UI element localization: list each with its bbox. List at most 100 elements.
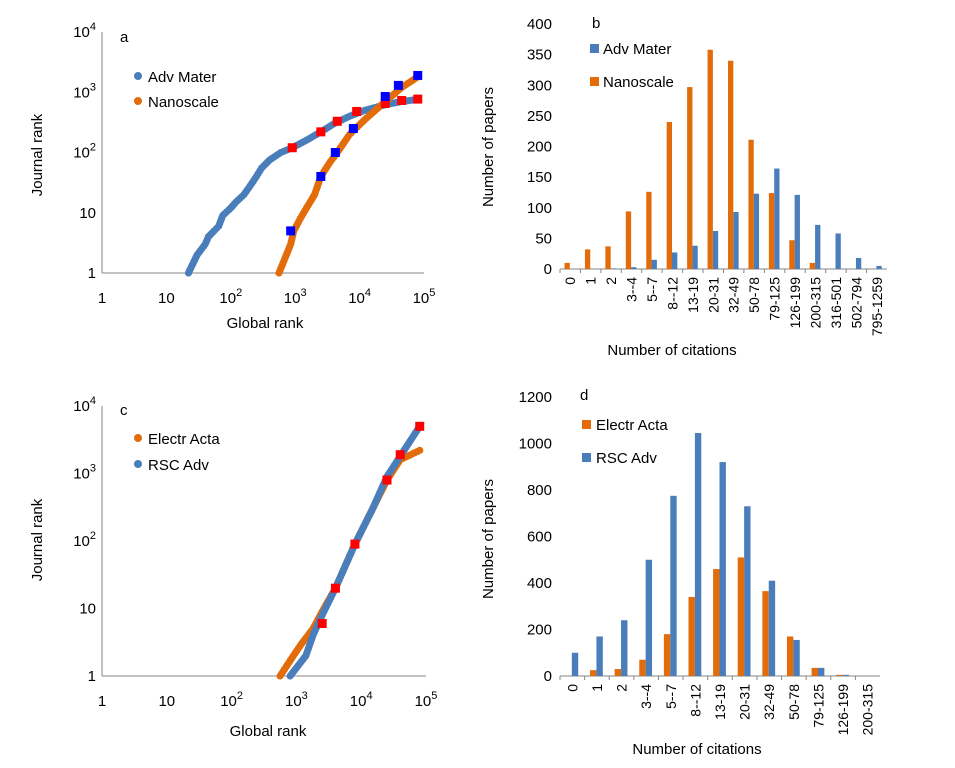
x-tick-label: 5--7 xyxy=(663,684,679,709)
bar xyxy=(876,265,882,269)
bar xyxy=(842,674,849,676)
highlight-marker xyxy=(316,127,326,137)
bar xyxy=(596,636,603,676)
y-tick-label: 100 xyxy=(527,200,552,217)
x-tick-label: 1 xyxy=(583,277,599,285)
bar xyxy=(639,659,646,676)
x-tick-label: 126-199 xyxy=(787,277,803,329)
legend-label-electr-acta: Electr Acta xyxy=(148,431,220,448)
highlight-marker xyxy=(317,618,327,628)
x-tick-label: 79-125 xyxy=(810,684,826,728)
bar xyxy=(753,193,760,269)
bar xyxy=(733,212,739,269)
panel-c: 1 10 102 103 104 105 1 10 102 103 104 c Global ran… xyxy=(29,395,437,740)
data-point xyxy=(416,446,424,454)
y-tick-label: 103 xyxy=(73,81,96,101)
panel-a-ylabel: Journal rank xyxy=(29,113,46,196)
legend-label-nanoscale: Nanoscale xyxy=(603,74,674,91)
panel-b-xlabel: Number of citations xyxy=(607,342,736,359)
panel-d-xlabel: Number of citations xyxy=(632,741,761,758)
highlight-marker xyxy=(286,226,296,236)
highlight-marker xyxy=(395,450,405,460)
highlight-marker xyxy=(382,475,392,485)
y-tick-label: 102 xyxy=(73,530,96,550)
x-tick-label: 103 xyxy=(285,690,308,710)
x-tick-label: 50-78 xyxy=(746,277,762,313)
bar xyxy=(789,240,795,269)
x-tick-label: 0 xyxy=(562,277,578,285)
x-tick-label: 13-19 xyxy=(712,684,728,720)
y-tick-label: 50 xyxy=(535,230,552,247)
highlight-marker xyxy=(348,124,358,134)
bar xyxy=(774,168,780,269)
x-tick-label: 13-19 xyxy=(685,277,701,313)
bar xyxy=(590,670,597,676)
y-tick-label: 800 xyxy=(527,482,552,499)
legend-label-rsc-adv: RSC Adv xyxy=(148,457,209,474)
highlight-marker xyxy=(350,539,360,549)
x-tick-label: 1 xyxy=(98,290,106,307)
bar xyxy=(564,262,570,269)
bar xyxy=(610,268,616,269)
y-tick-label: 200 xyxy=(527,139,552,156)
x-tick-label: 104 xyxy=(348,287,371,307)
y-tick-label: 150 xyxy=(527,169,552,186)
panel-b-legend: Adv Mater Nanoscale xyxy=(590,41,674,91)
x-tick-label: 20-31 xyxy=(737,684,753,720)
highlight-marker xyxy=(393,80,403,90)
highlight-marker xyxy=(330,148,340,157)
bar xyxy=(646,191,652,269)
panel-c-xlabel: Global rank xyxy=(230,723,307,740)
bar xyxy=(855,257,862,269)
bar xyxy=(621,620,628,676)
legend-label-nanoscale: Nanoscale xyxy=(148,94,219,111)
bar xyxy=(692,245,698,269)
panel-d-ylabel: Number of papers xyxy=(480,479,497,599)
y-tick-label: 1000 xyxy=(519,436,552,453)
highlight-marker xyxy=(415,421,425,431)
bar xyxy=(651,259,657,269)
panel-c-label: c xyxy=(120,402,128,419)
y-tick-label: 400 xyxy=(527,16,552,33)
bar xyxy=(670,495,677,676)
highlight-marker xyxy=(380,92,390,102)
panel-d: 0 200 400 600 800 1000 1200 0 1 2 3--4 5--7 8--12 13-… xyxy=(480,387,880,758)
y-tick-label: 400 xyxy=(527,575,552,592)
x-tick-label: 105 xyxy=(415,690,438,710)
y-tick-label: 1200 xyxy=(519,389,552,406)
legend-label-electr-acta: Electr Acta xyxy=(596,417,668,434)
highlight-marker xyxy=(287,143,297,153)
x-tick-label: 20-31 xyxy=(705,277,721,313)
bar xyxy=(605,246,611,269)
panel-c-legend: Electr Acta RSC Adv xyxy=(134,431,220,474)
bar xyxy=(666,122,672,269)
bar xyxy=(762,591,769,676)
legend-label-rsc-adv: RSC Adv xyxy=(596,450,657,467)
panel-d-label: d xyxy=(580,387,588,404)
x-tick-label: 10 xyxy=(158,290,175,307)
x-tick-label: 79-125 xyxy=(767,277,783,321)
highlight-marker xyxy=(380,99,390,109)
legend-marker-nanoscale xyxy=(134,97,142,105)
bar xyxy=(811,667,818,676)
y-tick-label: 1 xyxy=(88,265,96,282)
highlight-marker xyxy=(413,94,423,104)
bar xyxy=(786,636,794,676)
panel-c-ylabel: Journal rank xyxy=(29,498,46,581)
legend-label-adv-mater: Adv Mater xyxy=(148,69,216,86)
bar xyxy=(836,674,843,676)
panel-a: 1 10 102 103 104 105 1 10 102 103 104 a Global ran… xyxy=(29,21,435,332)
panel-d-plot-area: 0 200 400 600 800 1000 1200 0 1 2 3--4 5--7 8--12 13-… xyxy=(519,389,880,735)
legend-swatch-rsc-adv xyxy=(582,453,591,462)
bar xyxy=(687,87,693,270)
x-tick-label: 126-199 xyxy=(835,684,851,736)
legend-marker-rsc-adv xyxy=(134,460,142,468)
highlight-marker xyxy=(316,171,326,181)
y-tick-label: 1 xyxy=(88,668,96,685)
x-tick-label: 8--12 xyxy=(687,684,703,717)
bar xyxy=(835,233,841,269)
legend-marker-adv-mater xyxy=(134,72,142,80)
